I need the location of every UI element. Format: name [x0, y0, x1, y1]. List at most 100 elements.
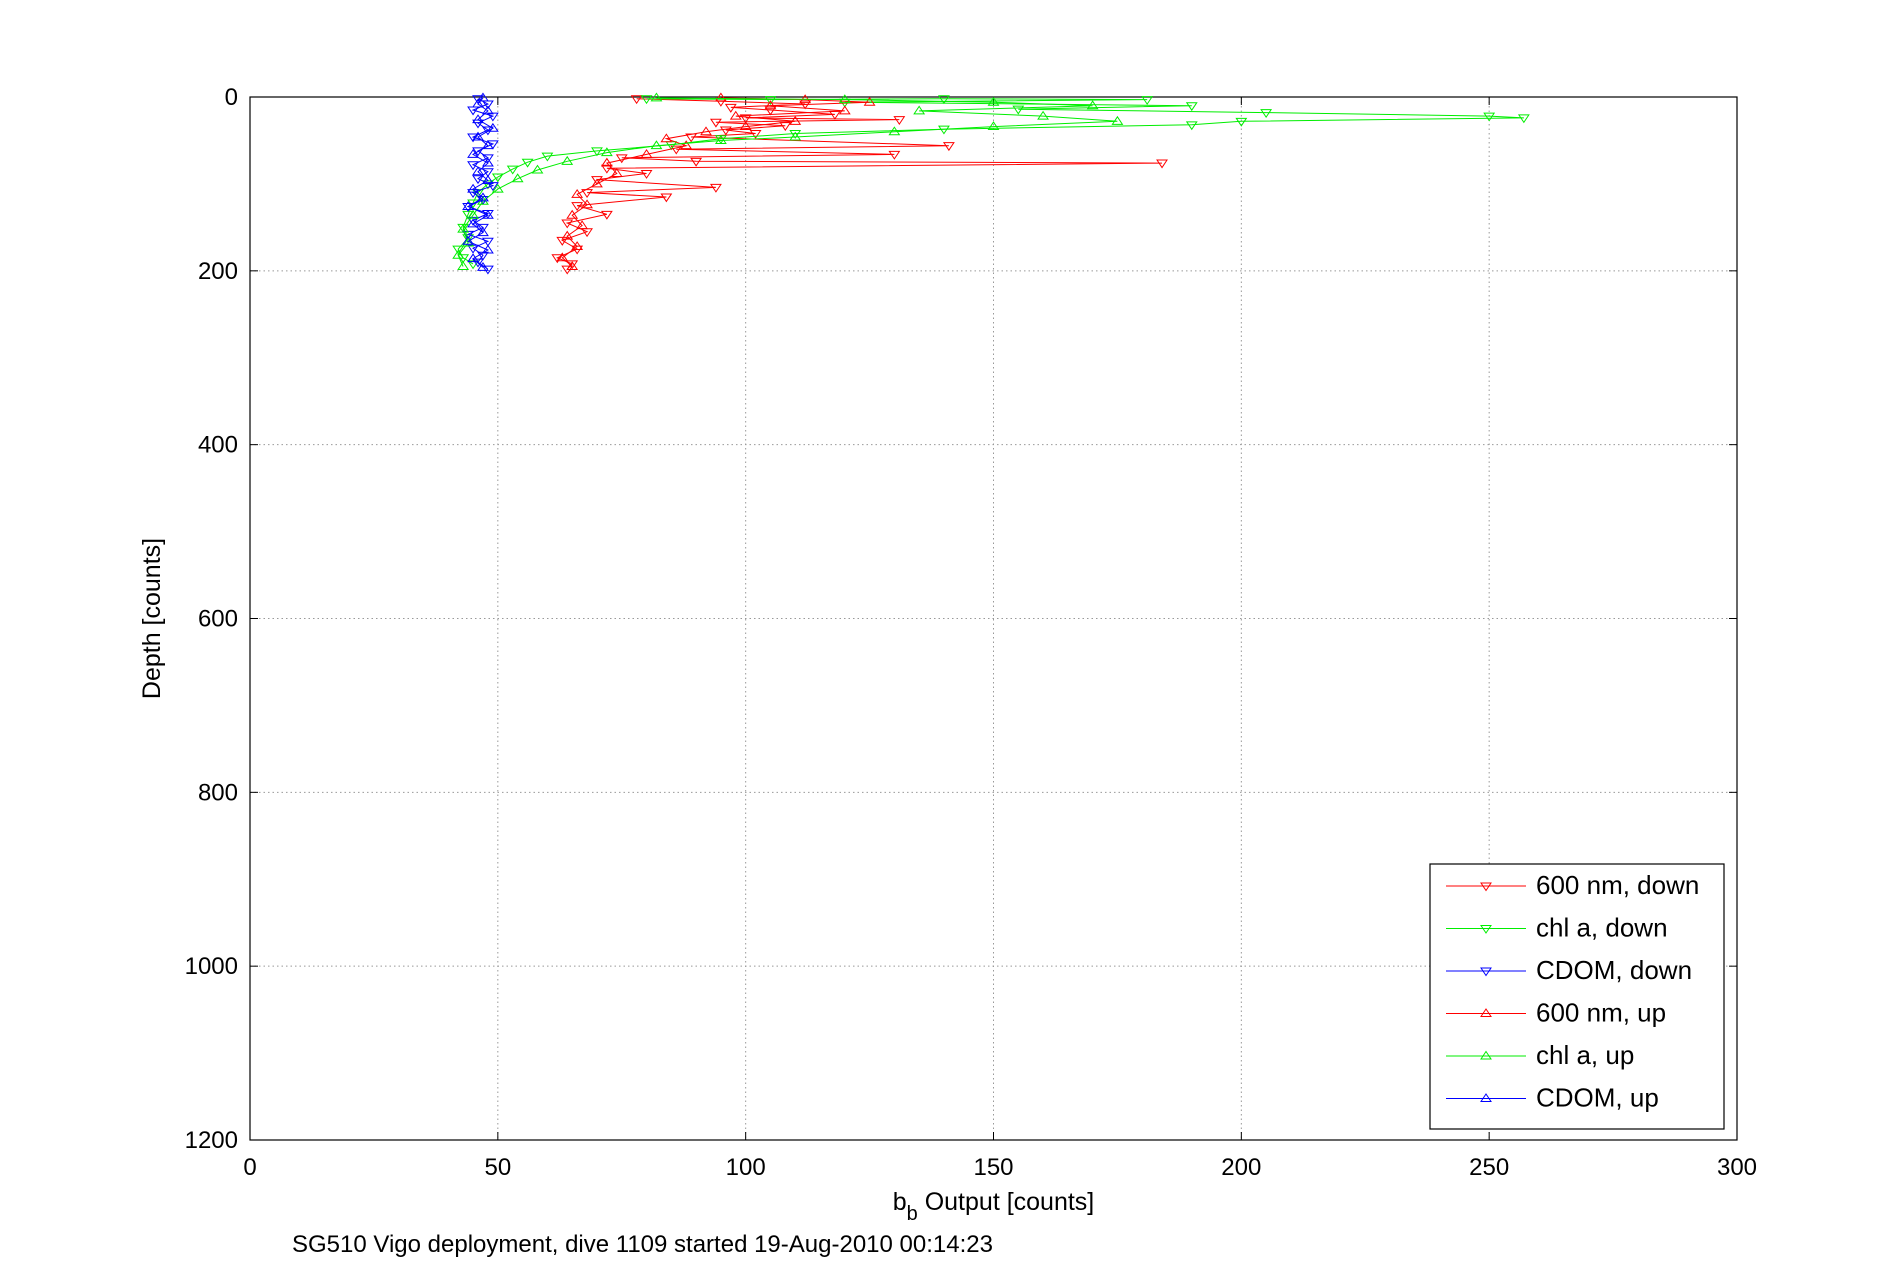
data-point [893, 116, 906, 125]
data-point [477, 92, 489, 102]
data-point [541, 152, 554, 162]
legend-items: 600 nm, down chl a, down CDOM, down 600 nm,… [1446, 870, 1699, 1113]
legend-marker [1480, 1050, 1492, 1060]
data-point [1037, 110, 1050, 120]
data-point [511, 173, 524, 183]
data-point [714, 135, 727, 144]
legend-marker [1480, 1008, 1492, 1017]
data-point [472, 98, 484, 108]
data-point [462, 235, 475, 245]
data-point [1260, 109, 1273, 119]
data-point [561, 155, 574, 165]
data-point [467, 260, 479, 270]
data-point [481, 126, 494, 136]
data-point [491, 173, 504, 183]
data-point [764, 106, 777, 116]
data-point [566, 261, 579, 270]
data-point [491, 183, 504, 193]
data-point [739, 114, 752, 124]
data-point [828, 110, 841, 120]
data-point [481, 237, 494, 247]
data-point [481, 244, 494, 254]
series-600-nm-up [556, 92, 876, 270]
data-point [521, 158, 534, 168]
data-point [581, 199, 593, 209]
data-point [452, 245, 465, 255]
legend-item-chl-a-up: chl a, up [1446, 1040, 1634, 1070]
legend-label: 600 nm, down [1536, 870, 1699, 900]
legend-label: chl a, up [1536, 1040, 1634, 1070]
data-point [913, 105, 926, 115]
data-point [561, 219, 574, 229]
data-point [987, 96, 1000, 106]
data-point [477, 227, 489, 237]
data-point [556, 252, 569, 262]
data-point [467, 218, 479, 228]
data-point [556, 236, 569, 246]
data-point [1185, 121, 1198, 131]
legend: 600 nm, down chl a, down CDOM, down 600 nm,… [1429, 863, 1725, 1130]
data-point [660, 133, 673, 143]
data-point [739, 121, 752, 131]
x-axis-label-subscript: b [907, 1203, 918, 1225]
y-tick-label: 1200 [185, 1127, 238, 1154]
data-point [457, 261, 470, 270]
data-point [600, 147, 613, 157]
y-tick-label: 1000 [185, 953, 238, 980]
data-point [452, 249, 465, 259]
legend-item-cdom-down: CDOM, down [1446, 955, 1692, 985]
data-point [789, 130, 802, 139]
y-tick-label: 0 [225, 84, 238, 111]
data-point [630, 95, 643, 105]
data-point [481, 157, 494, 167]
data-point [1156, 159, 1168, 169]
x-axis-label-rest: Output [counts] [918, 1188, 1095, 1216]
data-point [1111, 115, 1124, 125]
data-point [719, 126, 732, 136]
data-point [650, 92, 663, 102]
data-point [1483, 112, 1496, 122]
y-ticks: 0 200 400 600 800 1000 1200 [185, 84, 1737, 1154]
data-point [615, 154, 628, 164]
data-point [571, 188, 584, 198]
data-point [571, 202, 584, 212]
data-point [467, 209, 479, 219]
data-point [987, 121, 1000, 131]
data-point [764, 100, 777, 110]
data-point [1141, 96, 1154, 106]
data-point [467, 216, 479, 226]
data-point [888, 126, 901, 136]
data-point [1235, 117, 1248, 127]
data-point [576, 220, 589, 230]
data-point [937, 95, 950, 105]
data-point [764, 96, 777, 106]
data-point [472, 114, 484, 124]
data-point [481, 105, 494, 115]
data-point [561, 230, 574, 240]
legend-marker [1480, 882, 1492, 892]
data-point [467, 253, 479, 263]
data-point [888, 150, 901, 160]
legend-item-600-nm-up: 600 nm, up [1446, 998, 1666, 1028]
data-point [838, 105, 851, 115]
legend-marker [1480, 967, 1492, 977]
data-point [591, 176, 603, 185]
y-tick-label: 400 [198, 432, 238, 459]
data-point [600, 157, 613, 167]
data-point [600, 164, 613, 174]
data-point [670, 145, 683, 155]
legend-item-600-nm-down: 600 nm, down [1446, 870, 1699, 900]
data-point [937, 125, 950, 135]
data-point [472, 95, 484, 105]
x-tick-label: 200 [1221, 1154, 1261, 1181]
y-axis-label: Depth [counts] [138, 538, 166, 699]
data-point [462, 201, 475, 211]
series-line [457, 98, 1524, 265]
data-point [1086, 100, 1099, 110]
data-point [481, 140, 494, 150]
legend-item-chl-a-down: chl a, down [1446, 913, 1668, 943]
data-point [481, 154, 494, 164]
data-point [724, 103, 737, 113]
data-point [477, 192, 489, 202]
caption: SG510 Vigo deployment, dive 1109 started… [292, 1231, 993, 1258]
